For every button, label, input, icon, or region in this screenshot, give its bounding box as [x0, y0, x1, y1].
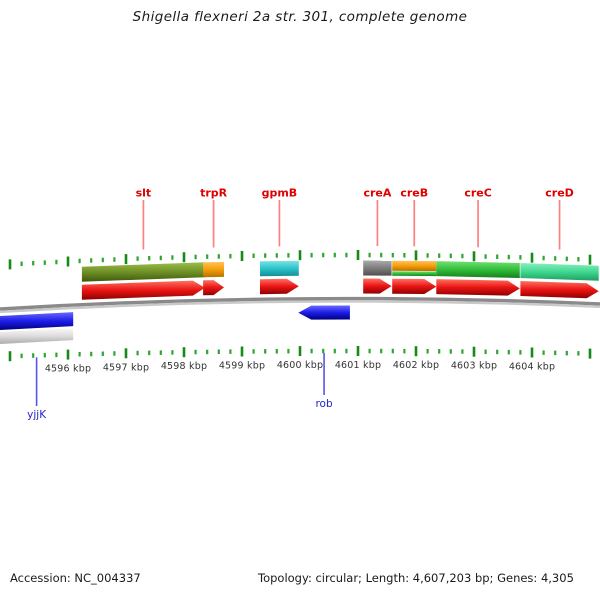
gene-label-creC[interactable]: creC [464, 187, 491, 200]
gene-label-creA[interactable]: creA [363, 187, 391, 200]
gene-label-slt[interactable]: slt [136, 187, 152, 200]
ruler-label-4598: 4598 kbp [161, 361, 207, 372]
ruler-label-4597: 4597 kbp [103, 362, 149, 373]
gene-creB[interactable]: creB [392, 187, 437, 295]
ruler-ticks [8, 250, 592, 362]
page-title: Shigella flexneri 2a str. 301, complete … [132, 9, 468, 25]
gene-label-rob[interactable]: rob [315, 398, 333, 410]
gene-creD[interactable]: creD [520, 187, 599, 299]
ruler-label-4604: 4604 kbp [509, 362, 555, 373]
gene-yjjK[interactable]: yjjK [0, 312, 74, 421]
ruler-label-4602: 4602 kbp [393, 360, 439, 371]
gene-label-creD[interactable]: creD [545, 187, 574, 200]
gene-slt[interactable]: slt [81, 187, 205, 300]
ruler-label-4599: 4599 kbp [219, 361, 265, 372]
gene-rob[interactable]: rob [298, 305, 350, 411]
ruler-labels: 4596 kbp 4597 kbp 4598 kbp 4599 kbp 4600 kbp… [45, 360, 555, 375]
ruler-label-4601: 4601 kbp [335, 360, 381, 371]
gene-label-gpmB[interactable]: gpmB [262, 187, 298, 200]
ruler-label-4596: 4596 kbp [45, 364, 91, 375]
accession-text: Accession: NC_004337 [10, 571, 141, 585]
gene-label-creB[interactable]: creB [400, 187, 428, 200]
ruler-label-4603: 4603 kbp [451, 361, 497, 372]
genome-backbone [0, 296, 600, 314]
gene-creC[interactable]: creC [436, 187, 520, 296]
gene-creA[interactable]: creA [363, 187, 392, 294]
gene-label-yjjK[interactable]: yjjK [27, 409, 47, 421]
gene-trpR[interactable]: trpR [200, 187, 228, 296]
ruler-label-4600: 4600 kbp [277, 360, 323, 371]
genome-summary-text: Topology: circular; Length: 4,607,203 bp… [258, 571, 574, 585]
gene-label-trpR[interactable]: trpR [200, 187, 228, 200]
gene-gpmB[interactable]: gpmB [260, 187, 299, 295]
